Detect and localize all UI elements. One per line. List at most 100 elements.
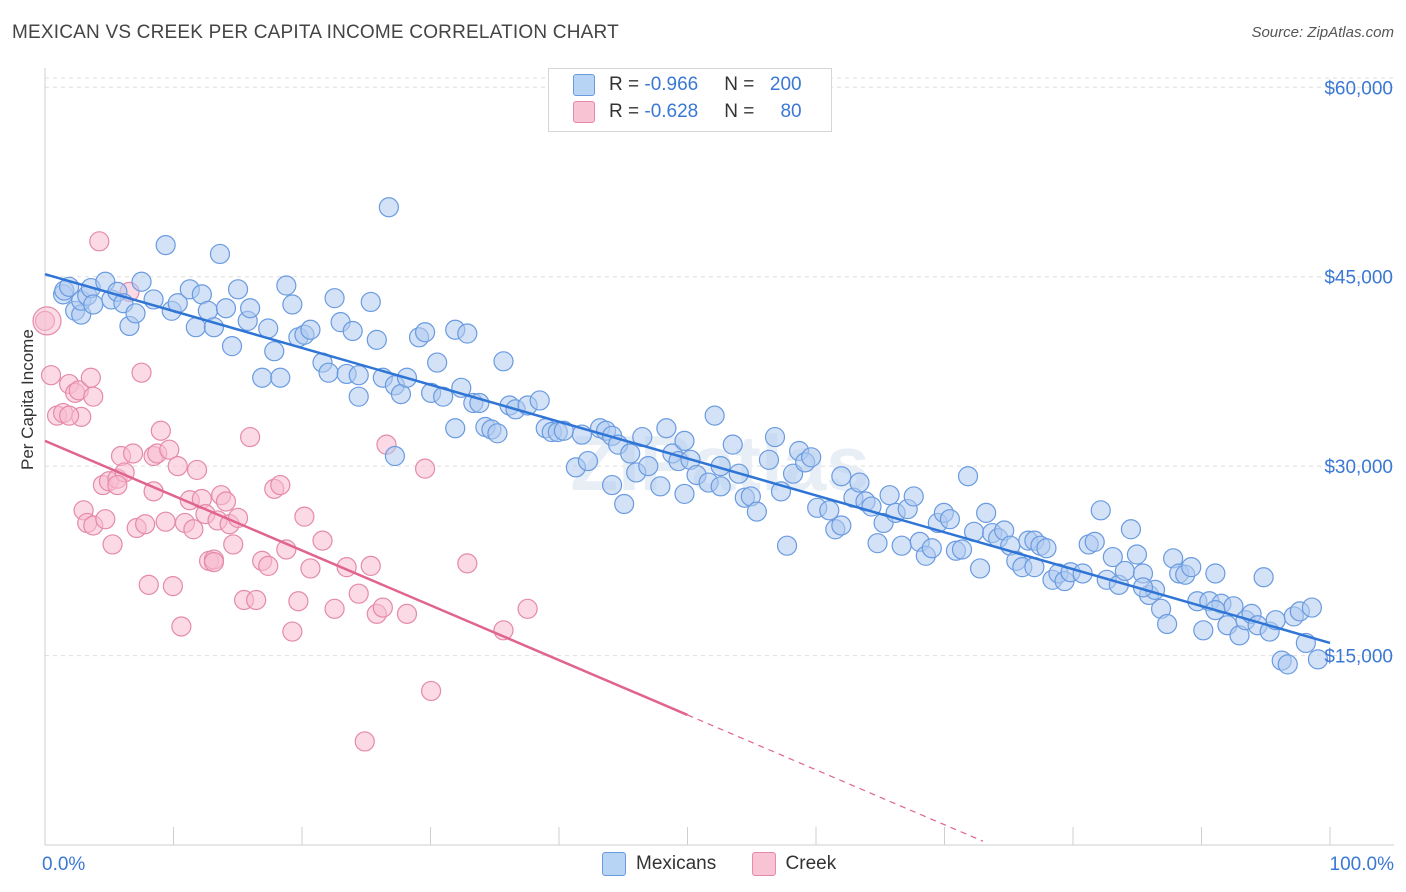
creek-point — [167, 456, 188, 477]
legend-swatch-mexicans — [602, 852, 626, 876]
mexicans-point — [252, 367, 273, 388]
mexicans-point — [221, 336, 243, 357]
creek-point — [457, 553, 478, 574]
creek-point — [270, 474, 291, 496]
mexicans-point — [1205, 563, 1226, 584]
creek-point — [223, 534, 244, 555]
mexicans-point — [276, 275, 297, 296]
mexicans-point — [487, 423, 508, 444]
y-tick-label: $45,000 — [1324, 268, 1393, 289]
mexicans-point — [1277, 654, 1298, 675]
creek-point — [246, 589, 267, 611]
mexicans-point — [722, 434, 743, 455]
creek-point — [312, 530, 333, 551]
y-tick-label: $30,000 — [1324, 457, 1393, 478]
mexicans-point — [215, 298, 237, 319]
mexicans-point — [282, 294, 303, 315]
mexicans-point — [921, 538, 942, 559]
mexicans-point — [1253, 567, 1274, 588]
mexicans-trend-line — [44, 272, 1331, 645]
creek-point — [155, 511, 176, 532]
mexicans-point — [849, 472, 870, 493]
mexicans-point — [891, 535, 912, 556]
creek-point — [59, 405, 80, 426]
legend-r-value: -0.628 — [644, 101, 699, 123]
mexicans-point — [656, 418, 677, 439]
mexicans-point — [342, 320, 363, 342]
mexicans-point — [819, 500, 840, 521]
mexicans-point — [1120, 519, 1142, 540]
mexicans-point — [801, 447, 822, 468]
legend-label-creek: Creek — [785, 853, 837, 875]
creek-point — [324, 598, 345, 619]
creek-trend-extension — [687, 714, 984, 842]
y-tick-label: $15,000 — [1324, 647, 1393, 668]
legend-swatch-creek — [573, 101, 595, 123]
mexicans-point — [650, 476, 671, 497]
mexicans-point — [976, 502, 997, 523]
creek-point — [40, 365, 62, 386]
axes — [44, 68, 1394, 846]
source-label: Source: ZipAtlas.com — [1251, 24, 1394, 41]
mexicans-point — [378, 197, 399, 218]
creek-point — [258, 555, 279, 576]
legend-swatch-creek — [751, 852, 776, 876]
mexicans-point — [1193, 620, 1214, 641]
mexicans-point — [1126, 544, 1148, 565]
mexicans-point — [384, 445, 406, 467]
mexicans-point — [969, 558, 991, 579]
mexicans-point — [1157, 613, 1178, 635]
mexicans-point — [831, 515, 852, 536]
creek-point — [159, 439, 180, 460]
mexicans-point — [1114, 560, 1135, 582]
mexicans-point — [638, 456, 659, 477]
mexicans-point — [300, 319, 321, 340]
legend-n-value: 80 — [780, 101, 802, 123]
mexicans-point — [879, 485, 900, 506]
legend-r-label: R = — [609, 101, 645, 123]
creek-point — [107, 474, 128, 496]
legend-swatch-mexicans — [573, 74, 595, 96]
creek-point — [288, 591, 309, 612]
tick-labels: $15,000 $30,000 $45,000 $60,000 0.0% 100.0% — [42, 78, 1394, 875]
mexicans-point — [620, 443, 641, 464]
mexicans-point — [710, 476, 731, 497]
creek-point — [348, 583, 369, 604]
creek-point — [131, 362, 152, 383]
mexicans-point — [125, 303, 146, 324]
mexicans-point — [746, 501, 767, 522]
creek-point — [421, 680, 442, 702]
mexicans-point — [414, 322, 436, 343]
creek-point — [32, 306, 62, 336]
mexicans-point — [348, 365, 369, 386]
mexicans-point — [209, 243, 231, 265]
mexicans-point — [240, 298, 261, 319]
mexicans-point — [1084, 531, 1105, 553]
creek-point — [360, 555, 381, 576]
creek-point — [203, 552, 225, 573]
mexicans-point — [1301, 597, 1323, 618]
creek-point — [240, 426, 261, 448]
mexicans-point — [427, 352, 448, 373]
mexicans-point — [758, 449, 780, 470]
creek-point — [414, 458, 436, 479]
mexicans-point — [227, 279, 249, 300]
correlation-legend: R = -0.966 N = 200 R = -0.628 N = 80 — [548, 68, 832, 132]
creek-point — [83, 386, 104, 407]
mexicans-point — [951, 539, 973, 560]
mexicans-point — [776, 535, 798, 556]
mexicans-point — [903, 486, 924, 507]
legend-row-creek: R = -0.628 N = 80 — [573, 101, 802, 127]
mexicans-point — [764, 426, 786, 448]
creek-point — [354, 731, 375, 752]
creek-point — [183, 519, 204, 540]
creek-trend-line — [44, 439, 688, 717]
mexicans-point — [529, 390, 550, 411]
chart-title: MEXICAN VS CREEK PER CAPITA INCOME CORRE… — [12, 22, 619, 43]
legend-n-label: N = — [724, 101, 760, 123]
legend-label-mexicans: Mexicans — [636, 853, 717, 875]
mexicans-point — [939, 509, 961, 530]
mexicans-point — [867, 533, 888, 554]
legend-r-label: R = — [609, 74, 645, 96]
